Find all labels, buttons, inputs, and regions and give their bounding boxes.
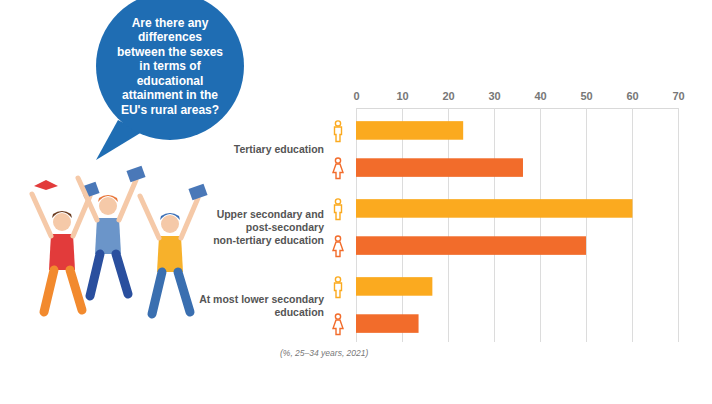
sex-icon [335, 121, 342, 142]
icon-body [333, 320, 343, 335]
body [157, 236, 183, 272]
hair [160, 213, 180, 220]
category-labels: Tertiary education Upper secondary andpos… [199, 143, 324, 318]
title: Are there anydifferencesbetween the sexe… [117, 16, 223, 117]
hair [52, 211, 72, 218]
icon-body [333, 242, 343, 256]
tick-label: 20 [442, 90, 454, 102]
icon-body [335, 283, 342, 298]
bar [356, 277, 432, 296]
body [49, 234, 75, 270]
tick-label: 70 [672, 90, 684, 102]
icon-head [335, 236, 340, 241]
icon-head [335, 121, 340, 126]
grid-line [402, 108, 403, 342]
grid-line [540, 108, 541, 342]
icon-body [335, 127, 342, 142]
footnote: (%, 25–34 years, 2021) [280, 348, 369, 358]
grid-line [494, 108, 495, 342]
arm [181, 198, 198, 238]
speech-bubble: Are there anydifferencesbetween the sexe… [96, 0, 244, 160]
body [95, 218, 121, 254]
legs [90, 254, 128, 296]
grid-line [448, 108, 449, 342]
tick-label: 10 [396, 90, 408, 102]
grid-line [632, 108, 633, 342]
grid-line [678, 108, 679, 342]
tick-label: 40 [534, 90, 546, 102]
x-axis: 0 10 20 30 40 50 60 70 [353, 90, 684, 342]
head [99, 197, 117, 215]
book [126, 166, 145, 183]
bar [356, 158, 523, 177]
arm [78, 178, 97, 220]
arm [140, 196, 159, 238]
legs [152, 272, 190, 314]
icon-head [335, 314, 340, 319]
icon-head [335, 158, 340, 163]
sex-icon [333, 158, 343, 179]
bar [356, 121, 463, 140]
category-label: At most lower secondaryeducation [199, 293, 324, 318]
bar [356, 199, 632, 218]
arm [32, 194, 51, 236]
icon-body [335, 205, 342, 220]
tick-label: 50 [580, 90, 592, 102]
book [34, 180, 58, 190]
person [78, 166, 146, 296]
illustration [32, 166, 208, 314]
head [161, 215, 179, 233]
icon-head [335, 277, 340, 282]
sex-icon [333, 236, 343, 257]
head [53, 213, 71, 231]
legs [44, 270, 82, 312]
icon-body [333, 164, 343, 179]
arm [119, 180, 136, 220]
sex-icon [335, 277, 342, 298]
category-label: Upper secondary andpost-secondarynon-ter… [213, 208, 324, 246]
axis-line [357, 108, 679, 109]
tick-label: 0 [353, 90, 359, 102]
tick-label: 60 [626, 90, 638, 102]
tick-label: 30 [488, 90, 500, 102]
hair [98, 195, 118, 202]
sex-icon [335, 199, 342, 220]
chart: Are there anydifferencesbetween the sexe… [0, 0, 712, 404]
sex-icons [333, 121, 343, 335]
sex-icon [333, 314, 343, 335]
icon-head [335, 199, 340, 204]
person [140, 184, 208, 314]
grid-line [356, 108, 357, 342]
book [188, 184, 207, 201]
bar [356, 236, 586, 255]
tick: 70 [672, 90, 684, 342]
bar [356, 314, 419, 333]
category-label: Tertiary education [234, 143, 324, 155]
bubble [96, 0, 244, 140]
bars [356, 121, 632, 333]
grid-line [586, 108, 587, 342]
